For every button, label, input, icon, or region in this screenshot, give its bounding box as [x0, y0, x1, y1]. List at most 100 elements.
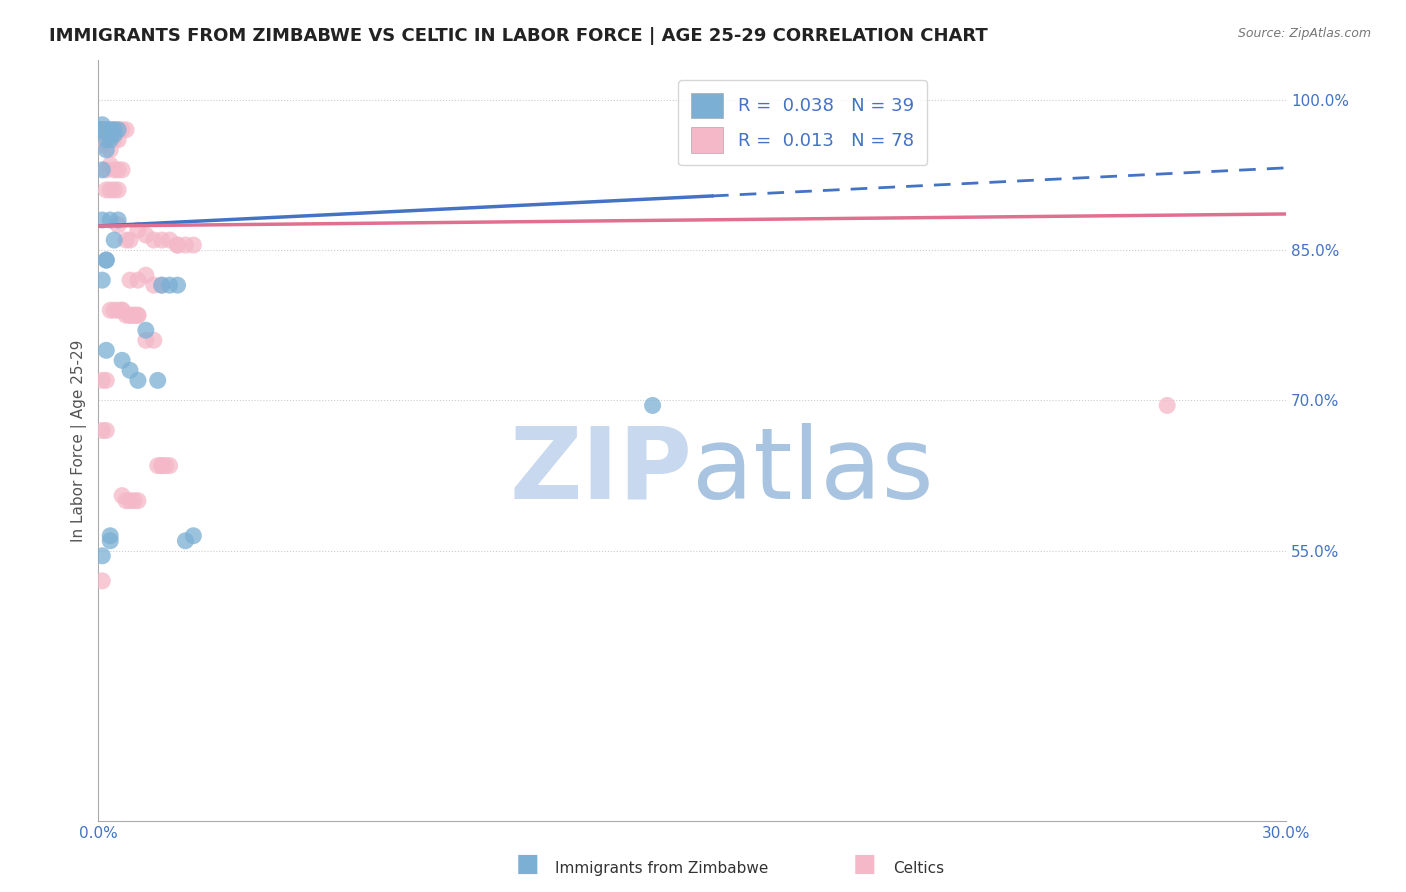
Point: [118, 273, 141, 287]
Point: [174, 533, 197, 548]
Point: [96, 122, 118, 136]
Point: [91, 122, 114, 136]
Point: [166, 238, 188, 252]
Point: [183, 529, 205, 543]
Point: [127, 308, 149, 322]
Point: [91, 122, 114, 136]
Point: [96, 122, 118, 136]
Point: [107, 122, 129, 136]
Point: [98, 303, 121, 318]
Point: [150, 278, 173, 293]
Point: [127, 493, 149, 508]
Point: [91, 213, 114, 227]
Point: [107, 303, 129, 318]
Point: [96, 122, 118, 136]
Point: [91, 137, 114, 152]
Point: [87, 122, 110, 136]
Point: [96, 128, 118, 142]
Point: [111, 162, 134, 177]
Point: [91, 424, 114, 438]
Point: [103, 128, 125, 142]
Point: [96, 143, 118, 157]
Point: [96, 253, 118, 268]
Point: [91, 122, 114, 136]
Point: [127, 373, 149, 387]
Text: Immigrants from Zimbabwe: Immigrants from Zimbabwe: [555, 861, 769, 876]
Point: [135, 268, 157, 282]
Point: [135, 323, 157, 337]
Point: [183, 238, 205, 252]
Point: [98, 183, 121, 197]
Point: [111, 353, 134, 368]
Point: [87, 122, 110, 136]
Point: [87, 122, 110, 136]
Legend: R =  0.038   N = 39, R =  0.013   N = 78: R = 0.038 N = 39, R = 0.013 N = 78: [678, 80, 927, 165]
Point: [111, 122, 134, 136]
Text: ZIP: ZIP: [509, 423, 692, 519]
Point: [159, 233, 181, 247]
Point: [142, 233, 165, 247]
Point: [91, 162, 114, 177]
Point: [122, 493, 145, 508]
Point: [641, 399, 664, 413]
Point: [115, 493, 138, 508]
Point: [146, 373, 169, 387]
Point: [98, 529, 121, 543]
Point: [103, 122, 125, 136]
Point: [98, 158, 121, 172]
Point: [118, 363, 141, 377]
Point: [96, 373, 118, 387]
Point: [91, 122, 114, 136]
Point: [87, 122, 110, 136]
Point: [118, 233, 141, 247]
Point: [135, 227, 157, 242]
Point: [103, 183, 125, 197]
Point: [1156, 399, 1178, 413]
Text: ■: ■: [853, 852, 876, 876]
Point: [91, 122, 114, 136]
Text: atlas: atlas: [692, 423, 934, 519]
Text: ■: ■: [516, 852, 538, 876]
Point: [150, 233, 173, 247]
Point: [96, 162, 118, 177]
Text: Source: ZipAtlas.com: Source: ZipAtlas.com: [1237, 27, 1371, 40]
Point: [98, 533, 121, 548]
Point: [150, 278, 173, 293]
Point: [96, 133, 118, 147]
Point: [118, 308, 141, 322]
Point: [155, 458, 177, 473]
Point: [107, 213, 129, 227]
Point: [98, 122, 121, 136]
Point: [142, 333, 165, 347]
Point: [98, 143, 121, 157]
Point: [127, 308, 149, 322]
Point: [107, 218, 129, 232]
Point: [98, 128, 121, 142]
Point: [159, 458, 181, 473]
Point: [146, 458, 169, 473]
Point: [107, 122, 129, 136]
Point: [103, 133, 125, 147]
Point: [87, 122, 110, 136]
Point: [111, 303, 134, 318]
Point: [174, 238, 197, 252]
Point: [87, 122, 110, 136]
Point: [96, 343, 118, 358]
Point: [103, 233, 125, 247]
Point: [98, 122, 121, 136]
Point: [118, 308, 141, 322]
Point: [107, 183, 129, 197]
Point: [107, 133, 129, 147]
Point: [96, 183, 118, 197]
Point: [91, 549, 114, 563]
Point: [159, 278, 181, 293]
Text: IMMIGRANTS FROM ZIMBABWE VS CELTIC IN LABOR FORCE | AGE 25-29 CORRELATION CHART: IMMIGRANTS FROM ZIMBABWE VS CELTIC IN LA…: [49, 27, 988, 45]
Point: [166, 278, 188, 293]
Point: [87, 122, 110, 136]
Point: [115, 122, 138, 136]
Point: [127, 223, 149, 237]
Point: [91, 118, 114, 132]
Y-axis label: In Labor Force | Age 25-29: In Labor Force | Age 25-29: [72, 339, 87, 541]
Point: [96, 424, 118, 438]
Point: [98, 213, 121, 227]
